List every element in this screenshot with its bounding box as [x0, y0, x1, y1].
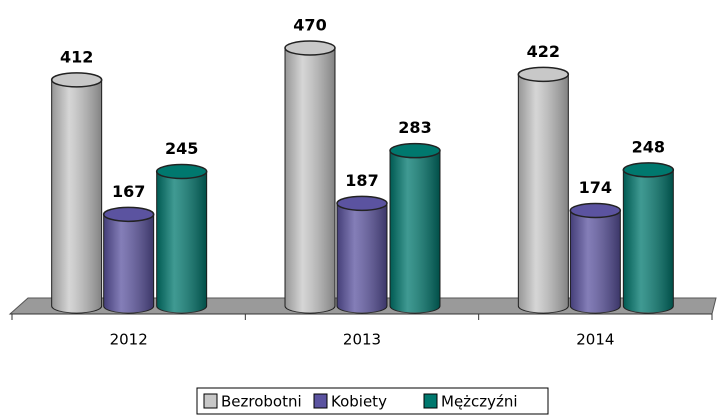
cylinder	[569, 202, 622, 314]
value-label: 167	[112, 182, 145, 201]
cylinder	[389, 142, 441, 314]
cylinder-top	[102, 206, 155, 223]
legend-swatch	[313, 393, 328, 409]
cylinder	[155, 163, 208, 314]
cylinder	[622, 162, 675, 314]
legend	[196, 387, 549, 415]
cylinder-shade	[337, 203, 387, 313]
cylinder-shade	[156, 171, 207, 313]
legend-label: Bezrobotni	[221, 393, 302, 411]
cylinder-top	[517, 66, 570, 83]
value-label: 412	[60, 47, 93, 66]
legend-swatch	[203, 393, 218, 409]
cylinder-top	[50, 72, 103, 88]
cylinder-shade	[623, 169, 674, 313]
cylinder-shade	[518, 74, 569, 313]
cylinder	[517, 66, 570, 314]
cylinder-shade	[51, 79, 102, 314]
cylinder-shade	[390, 150, 440, 313]
legend-label: Kobiety	[331, 393, 387, 411]
cylinder	[102, 206, 155, 314]
cylinder	[284, 40, 336, 314]
value-label: 245	[165, 139, 198, 158]
value-label: 248	[632, 137, 665, 156]
cylinder-top	[569, 202, 622, 219]
cylinder-top	[155, 163, 208, 180]
cylinder-top	[284, 40, 336, 56]
legend-swatch	[423, 393, 438, 409]
value-label: 187	[345, 171, 378, 190]
x-tick-label: 2014	[576, 331, 614, 349]
legend-label: Mężczyźni	[441, 393, 518, 411]
value-label: 470	[293, 16, 326, 35]
x-tick-label: 2012	[110, 331, 148, 349]
value-label: 174	[579, 178, 612, 197]
cylinder	[50, 72, 103, 314]
cylinder	[336, 195, 388, 314]
cylinder-shade	[570, 210, 621, 313]
value-label: 422	[527, 42, 560, 61]
value-label: 283	[398, 118, 431, 137]
cylinder-top	[622, 162, 675, 178]
cylinder-shade	[103, 214, 154, 313]
cylinder-top	[336, 195, 388, 212]
cylinder-top	[389, 142, 441, 159]
cylinder-shade	[285, 48, 335, 313]
x-tick-label: 2013	[343, 331, 381, 349]
